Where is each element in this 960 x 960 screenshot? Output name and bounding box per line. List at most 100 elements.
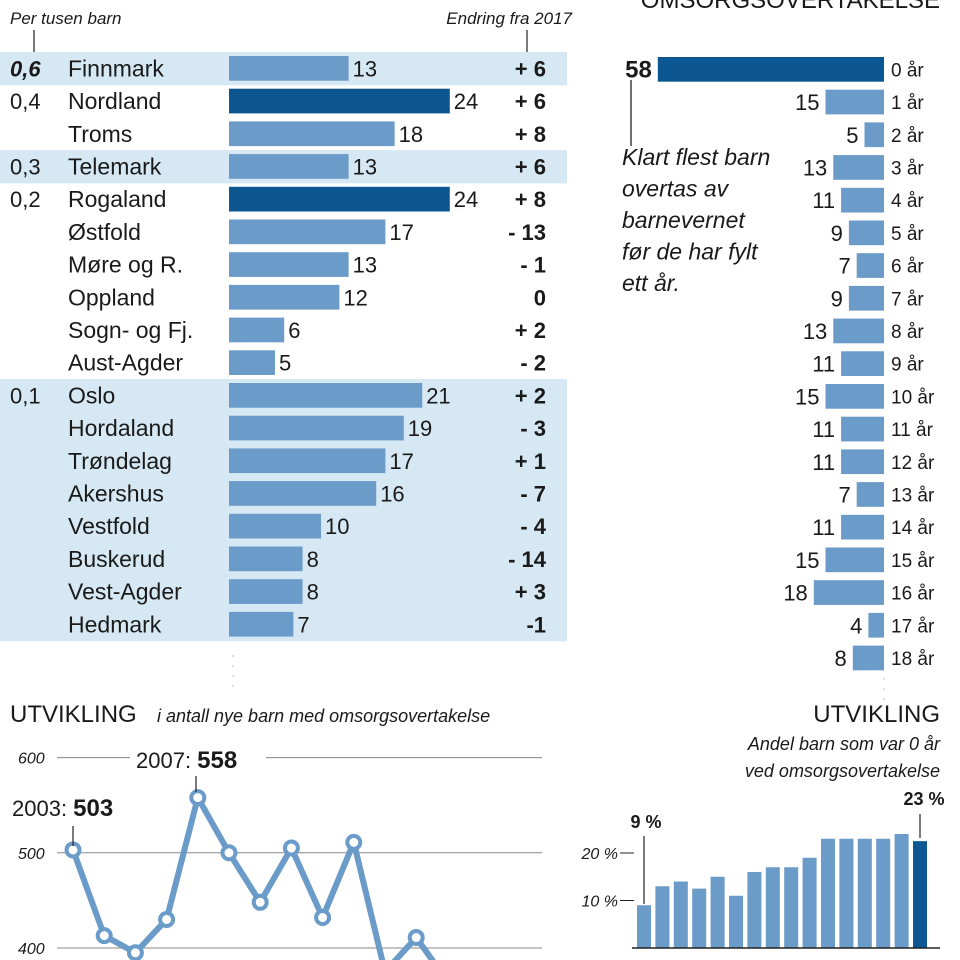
county-bar [229, 415, 404, 441]
county-value-label: 12 [343, 285, 367, 310]
county-value-label: 24 [454, 187, 478, 212]
share-chart-subtitle: ved omsorgsovertakelse [745, 761, 940, 781]
county-value-label: 18 [399, 122, 423, 147]
age-bar [868, 612, 884, 638]
age-value-label: 15 [795, 90, 819, 115]
age-value-label: 8 [835, 646, 847, 671]
age-value-label: 11 [812, 450, 835, 475]
change-label: + 8 [515, 122, 546, 147]
age-bar [841, 416, 884, 442]
age-label: 9 år [891, 355, 924, 376]
age-label: 1 år [891, 93, 924, 114]
county-label: Aust-Agder [68, 350, 183, 376]
county-value-label: 16 [380, 481, 404, 506]
share-bar [913, 841, 927, 948]
annotation-line: før de har fylt [622, 239, 759, 265]
change-label: 0 [534, 285, 546, 310]
age-bar [825, 384, 884, 409]
age-label: 3 år [891, 158, 924, 179]
change-label: + 2 [515, 318, 546, 343]
annotation-line: Klart flest barn [622, 144, 770, 170]
age-bar [657, 57, 884, 82]
line-chart-title: UTVIKLING [10, 701, 137, 728]
share-ytick-label: 10 % [582, 894, 618, 911]
age-label: 5 år [891, 224, 924, 245]
rate-header: Per tusen barn [10, 9, 122, 28]
age-value-label: 7 [838, 482, 850, 507]
county-label: Finnmark [68, 55, 164, 81]
county-label: Rogaland [68, 186, 166, 212]
county-label: Østfold [68, 219, 141, 245]
county-bar [229, 186, 450, 212]
age-label: 18 år [891, 649, 935, 670]
county-bar [229, 481, 377, 506]
change-label: + 6 [515, 89, 546, 114]
share-chart-title: UTVIKLING [813, 701, 940, 728]
line-point [220, 844, 238, 862]
share-bar [655, 886, 670, 948]
rate-label: 0,3 [10, 154, 41, 179]
share-bar [802, 857, 817, 948]
age-chart-title: OMSORGSOVERTAKELSE [641, 0, 940, 14]
age-value-label: 15 [795, 384, 819, 409]
age-bar [825, 89, 884, 115]
development-line [70, 794, 436, 960]
share-bar [765, 867, 780, 948]
line-point [95, 927, 113, 945]
age-value-label: 9 [831, 286, 843, 311]
county-bar [229, 56, 349, 81]
annotation-2007: 2007: 558 [136, 747, 237, 774]
line-point [189, 789, 207, 807]
county-label: Vestfold [68, 513, 150, 539]
line-ytick-label: 600 [18, 751, 45, 768]
county-value-label: 8 [307, 547, 319, 572]
age-bar-chart: OMSORGSOVERTAKELSE 58 0 år 15 1 år 5 2 år 13 3 å… [622, 0, 940, 705]
share-bar [729, 895, 743, 948]
county-value-label: 13 [353, 253, 377, 278]
share-ytick-label: 20 % [581, 846, 618, 863]
share-bar [857, 838, 872, 948]
annotation-2003: 2003: 503 [12, 795, 113, 822]
share-bar [839, 838, 854, 948]
county-label: Nordland [68, 88, 161, 114]
county-bar [229, 219, 386, 245]
change-label: + 6 [515, 154, 546, 179]
change-label: -1 [526, 612, 546, 637]
share-bar [710, 876, 725, 948]
age-value-label: 15 [795, 548, 819, 573]
share-bar [637, 905, 651, 948]
change-label: - 14 [508, 547, 547, 572]
annotation-line: barnevernet [622, 207, 746, 233]
annotation-line: overtas av [622, 176, 730, 202]
development-line-chart: UTVIKLING i antall nye barn med omsorgsov… [10, 701, 542, 960]
share-chart-subtitle: Andel barn som var 0 år [747, 734, 941, 754]
change-header: Endring fra 2017 [446, 9, 572, 28]
change-label: - 2 [520, 351, 546, 376]
line-ytick-label: 500 [18, 846, 45, 863]
county-label: Buskerud [68, 546, 165, 572]
age-label: 6 år [891, 257, 924, 278]
county-label: Akershus [68, 480, 164, 506]
county-bar [229, 252, 349, 277]
line-ytick-label: 400 [18, 941, 45, 958]
county-value-label: 17 [389, 449, 413, 474]
county-bar-chart: Per tusen barn Endring fra 2017 0,6 Finnmar… [0, 9, 573, 690]
age-bar [841, 449, 884, 475]
change-label: - 13 [508, 220, 546, 245]
age-label: 4 år [891, 191, 924, 212]
county-label: Trøndelag [68, 448, 172, 474]
county-value-label: 10 [325, 514, 349, 539]
county-bar [229, 121, 395, 147]
age-value-label: 11 [812, 417, 835, 442]
age-bar [833, 318, 884, 344]
annotation-line: ett år. [622, 270, 680, 296]
change-label: - 7 [520, 481, 546, 506]
age-label: 12 år [891, 453, 935, 474]
change-label: + 1 [515, 449, 546, 474]
county-bar [229, 611, 294, 637]
age-value-label: 13 [803, 319, 827, 344]
county-value-label: 7 [297, 612, 309, 637]
age-value-label: 5 [846, 123, 858, 148]
share-bar [821, 838, 835, 948]
age-label: 7 år [891, 289, 924, 310]
